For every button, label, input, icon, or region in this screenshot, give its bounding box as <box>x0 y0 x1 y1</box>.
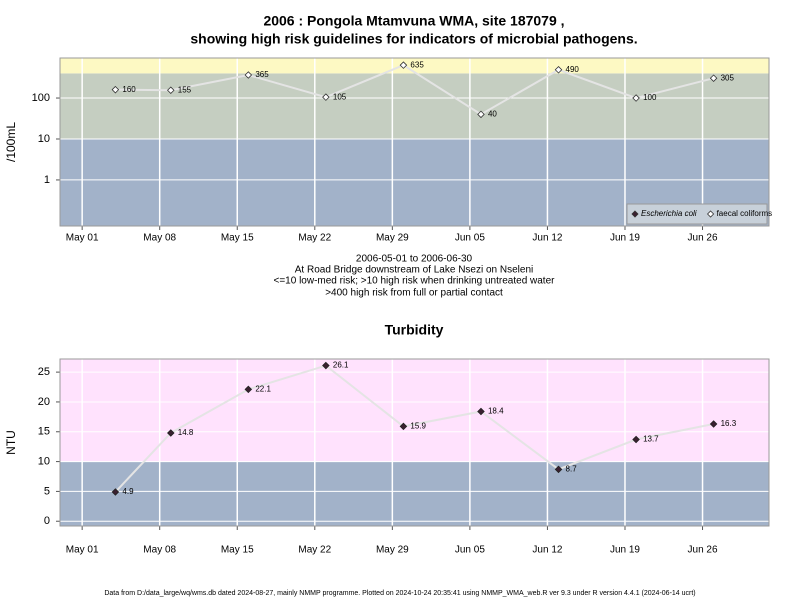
data-point <box>111 85 120 94</box>
note: <=10 low-med risk; >10 high risk when dr… <box>274 276 556 287</box>
x-tick-label: May 15 <box>221 545 254 556</box>
chart-title: showing high risk guidelines for indicat… <box>190 31 637 47</box>
y-axis-label: /100mL <box>4 122 18 162</box>
x-tick-label: May 22 <box>298 233 331 244</box>
data-point <box>477 110 485 119</box>
x-tick-label: Jun 19 <box>610 545 640 556</box>
risk-band <box>60 359 769 462</box>
data-label: 160 <box>122 85 136 94</box>
x-tick-label: May 08 <box>143 545 176 556</box>
footer: Data from D:/data_large/wq/wms.db dated … <box>104 590 695 597</box>
x-tick-label: May 01 <box>66 545 99 556</box>
data-label: 15.9 <box>410 422 426 431</box>
y-tick-label: 100 <box>32 92 50 104</box>
plot-frame <box>59 358 770 527</box>
data-label: 365 <box>255 70 269 79</box>
data-point <box>322 93 330 101</box>
data-point <box>554 465 563 474</box>
data-label: 4.9 <box>122 487 134 496</box>
data-label: 14.8 <box>178 428 194 437</box>
data-label: 40 <box>488 109 497 118</box>
y-tick-label: 0 <box>44 515 50 527</box>
data-point <box>244 71 253 79</box>
data-point <box>632 94 640 102</box>
note: >400 high risk from full or partial cont… <box>325 288 503 299</box>
data-point <box>111 488 120 496</box>
data-label: 305 <box>721 73 735 82</box>
data-label: 8.7 <box>566 464 578 473</box>
y-tick-label: 20 <box>38 396 50 408</box>
data-label: 155 <box>178 85 192 94</box>
data-point <box>399 61 408 69</box>
data-point <box>477 407 485 416</box>
data-label: 635 <box>410 60 424 69</box>
data-point <box>554 66 563 74</box>
x-tick-label: Jun 12 <box>532 233 562 244</box>
x-tick-label: Jun 12 <box>532 545 562 556</box>
note: At Road Bridge downstream of Lake Nsezi … <box>295 265 533 276</box>
data-point <box>167 429 175 437</box>
chart-title: 2006 : Pongola Mtamvuna WMA, site 187079… <box>263 13 564 29</box>
y-axis-label: NTU <box>4 430 18 455</box>
y-tick-label: 5 <box>44 485 50 497</box>
y-tick-label: 15 <box>38 426 50 438</box>
risk-band <box>60 73 769 139</box>
legend-marker <box>631 210 639 218</box>
data-point <box>167 86 175 95</box>
x-tick-label: Jun 19 <box>610 233 640 244</box>
data-label: 105 <box>333 92 347 101</box>
x-tick-label: Jun 05 <box>455 545 485 556</box>
y-tick-label: 1 <box>44 174 50 186</box>
data-point <box>399 422 408 431</box>
x-tick-label: May 01 <box>66 233 99 244</box>
data-label: 13.7 <box>643 435 659 444</box>
x-tick-label: May 22 <box>298 545 331 556</box>
data-label: 16.3 <box>721 419 737 428</box>
legend-label: faecal coliforms <box>717 209 773 218</box>
data-label: 18.4 <box>488 407 504 416</box>
chart-title: Turbidity <box>385 322 444 338</box>
x-tick-label: Jun 05 <box>455 233 485 244</box>
data-label: 26.1 <box>333 361 349 370</box>
y-tick-label: 25 <box>38 366 50 378</box>
x-tick-label: May 29 <box>376 233 409 244</box>
data-label: 100 <box>643 93 657 102</box>
x-tick-label: May 08 <box>143 233 176 244</box>
x-tick-label: Jun 26 <box>688 233 718 244</box>
note: 2006-05-01 to 2006-06-30 <box>356 254 473 265</box>
data-point <box>244 385 253 394</box>
x-tick-label: May 29 <box>376 545 409 556</box>
data-label: 490 <box>566 65 580 74</box>
y-tick-label: 10 <box>38 133 50 145</box>
data-point <box>709 74 718 82</box>
x-tick-label: May 15 <box>221 233 254 244</box>
data-label: 22.1 <box>255 385 271 394</box>
plot-frame <box>59 57 770 227</box>
data-point <box>322 361 330 370</box>
risk-band <box>60 461 769 526</box>
legend-box <box>626 203 768 225</box>
y-tick-label: 10 <box>38 455 50 467</box>
legend-label: Escherichia coli <box>641 209 697 218</box>
legend-marker <box>707 210 715 218</box>
data-point <box>632 435 640 444</box>
x-tick-label: Jun 26 <box>688 545 718 556</box>
data-point <box>709 420 718 428</box>
